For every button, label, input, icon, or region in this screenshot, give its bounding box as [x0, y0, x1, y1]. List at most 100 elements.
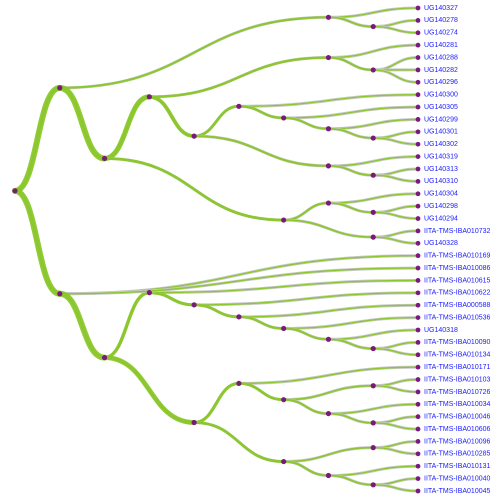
node — [57, 291, 63, 297]
edge — [192, 421, 286, 463]
edge — [327, 403, 419, 415]
edge — [327, 202, 375, 214]
node — [236, 103, 242, 109]
leaf-label: IITA-TMS-IBA010045 — [424, 488, 491, 495]
leaf-node — [415, 240, 421, 246]
edge — [327, 155, 419, 167]
edge — [282, 202, 330, 222]
leaf-node — [415, 364, 421, 370]
leaf-node — [415, 290, 421, 296]
leaf-label: IITA-TMS-IBA010034 — [424, 401, 491, 408]
node — [101, 354, 108, 361]
leaf-node — [415, 327, 421, 333]
leaf-node — [415, 117, 421, 122]
node — [325, 200, 332, 206]
leaf-node — [415, 141, 421, 147]
node — [325, 54, 332, 61]
leaf-node — [415, 352, 421, 358]
edges — [12, 6, 419, 493]
leaf-label: IITA-TMS-IBA010090 — [424, 339, 491, 346]
edge — [327, 193, 419, 204]
leaf-node — [415, 67, 421, 73]
edge — [327, 465, 419, 477]
edge — [327, 56, 375, 71]
node — [370, 482, 376, 488]
node — [370, 172, 376, 178]
edge — [56, 290, 108, 361]
leaf-label: UG140299 — [424, 116, 458, 123]
edge — [102, 290, 152, 360]
node — [325, 410, 332, 417]
leaf-label: IITA-TMS-IBA000588 — [424, 302, 491, 309]
node — [236, 314, 242, 320]
leaf-label: UG140300 — [424, 92, 458, 99]
leaf-node — [415, 178, 421, 184]
leaf-node — [415, 488, 421, 494]
node — [370, 234, 376, 240]
leaf-node — [415, 265, 421, 271]
leaf-node — [415, 42, 421, 48]
leaf-label: UG140305 — [424, 104, 458, 111]
edge — [102, 355, 197, 425]
edge — [327, 474, 375, 486]
node — [325, 126, 332, 132]
leaf-node — [415, 253, 421, 259]
node — [281, 115, 287, 121]
edge — [372, 174, 419, 183]
leaf-label: IITA-TMS-IBA010622 — [424, 290, 491, 297]
edge — [148, 56, 330, 99]
node — [325, 14, 332, 20]
edge — [282, 384, 375, 401]
leaf-label: UG140327 — [424, 5, 458, 12]
leaf-node — [415, 55, 421, 60]
node — [281, 217, 287, 223]
edge — [103, 157, 286, 222]
leaf-label: UG140304 — [424, 191, 458, 198]
edge — [192, 104, 241, 138]
node — [281, 325, 287, 332]
edge — [327, 7, 419, 18]
edge — [237, 315, 285, 330]
edge — [372, 69, 419, 83]
leaf-node — [415, 92, 421, 98]
node — [370, 209, 376, 215]
edge — [282, 116, 330, 130]
node — [370, 135, 376, 141]
edge — [282, 219, 375, 238]
leaf-node — [415, 30, 421, 36]
edge — [59, 267, 419, 295]
edge — [193, 135, 330, 167]
node — [12, 188, 18, 194]
leaf-label: UG140302 — [424, 141, 458, 148]
edge — [192, 381, 241, 425]
leaf-node — [415, 426, 421, 432]
node — [236, 380, 242, 387]
leaf-node — [415, 216, 421, 221]
edge — [327, 44, 419, 59]
leaf-label: IITA-TMS-IBA010134 — [424, 352, 491, 359]
edge — [372, 385, 419, 393]
leaf-node — [415, 203, 421, 209]
leaf-label: UG140274 — [424, 30, 458, 37]
leaf-label: UG140282 — [424, 67, 458, 74]
node — [370, 67, 376, 73]
leaf-node — [415, 463, 421, 469]
leaf-label: IITA-TMS-IBA010536 — [424, 314, 491, 321]
leaf-label: IITA-TMS-IBA010040 — [424, 475, 491, 482]
node — [101, 155, 108, 162]
leaf-label: IITA-TMS-IBA010285 — [424, 451, 491, 458]
edge — [327, 165, 375, 177]
leaf-node — [415, 79, 421, 85]
leaf-node — [415, 228, 421, 234]
leaf-label: IITA-TMS-IBA010103 — [424, 376, 491, 383]
edge — [58, 16, 330, 89]
nodes — [12, 5, 421, 494]
node — [370, 383, 376, 389]
edge — [372, 347, 419, 356]
edge — [372, 137, 419, 145]
leaf-node — [415, 451, 421, 457]
leaf-node — [415, 439, 421, 444]
leaf-node — [415, 104, 421, 110]
leaf-label: IITA-TMS-IBA010169 — [424, 253, 491, 260]
